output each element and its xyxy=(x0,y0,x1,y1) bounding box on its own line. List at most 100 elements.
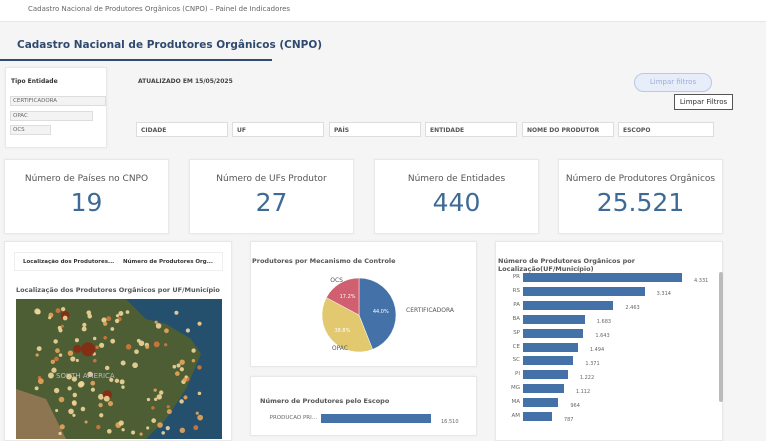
bar-producaopri[interactable] xyxy=(321,414,431,423)
map-point[interactable] xyxy=(48,316,52,320)
bar-rs[interactable] xyxy=(523,286,645,296)
map-point[interactable] xyxy=(71,376,78,382)
map-point[interactable] xyxy=(106,316,112,322)
filter-entidade[interactable]: ENTIDADE xyxy=(425,122,517,137)
map-point[interactable] xyxy=(35,309,41,315)
map-point[interactable] xyxy=(58,328,63,333)
map-point[interactable] xyxy=(185,328,191,333)
map-point[interactable] xyxy=(71,400,77,406)
pie-slice-opac[interactable] xyxy=(321,297,373,353)
map-point[interactable] xyxy=(72,413,76,417)
map-point[interactable] xyxy=(59,424,65,430)
map-point[interactable] xyxy=(75,358,79,363)
bar-am[interactable] xyxy=(523,412,552,421)
map-point[interactable] xyxy=(66,373,72,380)
map-point[interactable] xyxy=(72,392,78,398)
map-point[interactable] xyxy=(157,422,163,428)
map-point[interactable] xyxy=(115,314,120,318)
map-point[interactable] xyxy=(95,345,99,349)
map-point[interactable] xyxy=(54,356,59,362)
bar-mg[interactable] xyxy=(523,384,564,394)
map-point[interactable] xyxy=(159,390,164,395)
map-point[interactable] xyxy=(114,378,120,383)
map-point[interactable] xyxy=(109,377,114,382)
map-point[interactable] xyxy=(134,349,139,355)
map-point[interactable] xyxy=(146,397,151,402)
map-point[interactable] xyxy=(114,318,120,324)
map-point[interactable] xyxy=(90,380,96,386)
map-point[interactable] xyxy=(58,431,62,436)
map-point[interactable] xyxy=(35,353,39,357)
map-point[interactable] xyxy=(87,371,93,378)
map-point[interactable] xyxy=(70,356,76,362)
pie-slice-certificadora[interactable] xyxy=(358,277,397,350)
tab-localizacao[interactable]: Localização dos Produtores... xyxy=(23,259,115,265)
map-point[interactable] xyxy=(58,353,63,357)
map-point[interactable] xyxy=(68,408,74,415)
bar-pi[interactable] xyxy=(523,370,568,380)
bar-ba[interactable] xyxy=(523,314,585,324)
map-point[interactable] xyxy=(151,418,157,423)
map-point[interactable] xyxy=(191,348,196,353)
map-point[interactable] xyxy=(118,311,124,316)
map-point[interactable] xyxy=(34,386,39,391)
map-point[interactable] xyxy=(74,338,79,343)
map-point[interactable] xyxy=(86,310,92,316)
map-point[interactable] xyxy=(197,391,202,396)
tab-numero-produtores[interactable]: Número de Produtores Org... xyxy=(123,259,213,265)
map-point[interactable] xyxy=(99,413,104,418)
map-point[interactable] xyxy=(104,365,110,371)
brazil-map[interactable]: SOUTH AMERICA xyxy=(16,299,222,439)
filter-pais[interactable]: PAÍS xyxy=(329,122,421,137)
map-point[interactable] xyxy=(84,420,88,424)
bar-ce[interactable] xyxy=(523,342,578,352)
map-point[interactable] xyxy=(51,367,57,373)
map-point[interactable] xyxy=(82,322,87,327)
map-point[interactable] xyxy=(174,310,179,315)
map-point[interactable] xyxy=(120,360,126,366)
map-point[interactable] xyxy=(197,365,202,370)
map-point[interactable] xyxy=(179,399,184,404)
map-point[interactable] xyxy=(164,328,169,334)
map-point[interactable] xyxy=(197,321,202,326)
map-point[interactable] xyxy=(161,431,165,435)
map-point[interactable] xyxy=(55,408,59,413)
map-point[interactable] xyxy=(77,381,84,388)
map-point[interactable] xyxy=(183,395,188,400)
map-point[interactable] xyxy=(195,411,199,415)
filter-uf[interactable]: UF xyxy=(232,122,324,137)
map-point[interactable] xyxy=(93,358,97,363)
map-point[interactable] xyxy=(81,326,87,332)
map-point[interactable] xyxy=(121,385,125,389)
map-point[interactable] xyxy=(182,377,187,382)
option-ocs[interactable]: OCS xyxy=(10,125,51,135)
map-point[interactable] xyxy=(37,378,44,385)
map-point[interactable] xyxy=(90,387,96,392)
map-point[interactable] xyxy=(92,336,97,341)
filter-nome-produtor[interactable]: NOME DO PRODUTOR xyxy=(522,122,614,137)
map-point[interactable] xyxy=(166,405,170,409)
map-point[interactable] xyxy=(58,396,65,403)
map-point[interactable] xyxy=(166,409,172,415)
map-point[interactable] xyxy=(118,420,124,426)
map-point[interactable] xyxy=(165,426,170,431)
scrollbar[interactable] xyxy=(719,272,723,402)
map-point[interactable] xyxy=(73,344,82,353)
map-point[interactable] xyxy=(110,338,116,344)
bar-ma[interactable] xyxy=(523,398,559,408)
map-point[interactable] xyxy=(98,393,104,400)
map-point[interactable] xyxy=(146,426,150,430)
map-point[interactable] xyxy=(99,342,105,348)
map-point[interactable] xyxy=(156,394,162,400)
bar-sp[interactable] xyxy=(523,328,584,338)
map-point[interactable] xyxy=(191,358,196,363)
filter-escopo[interactable]: ESCOPO xyxy=(618,122,714,137)
map-point[interactable] xyxy=(101,317,107,323)
map-point[interactable] xyxy=(193,425,199,431)
bar-pr[interactable] xyxy=(523,273,682,282)
map-point[interactable] xyxy=(55,308,61,314)
pie-slice-ocs[interactable] xyxy=(326,277,360,316)
map-point[interactable] xyxy=(132,362,138,369)
map-point[interactable] xyxy=(67,386,72,391)
map-point[interactable] xyxy=(60,324,64,328)
